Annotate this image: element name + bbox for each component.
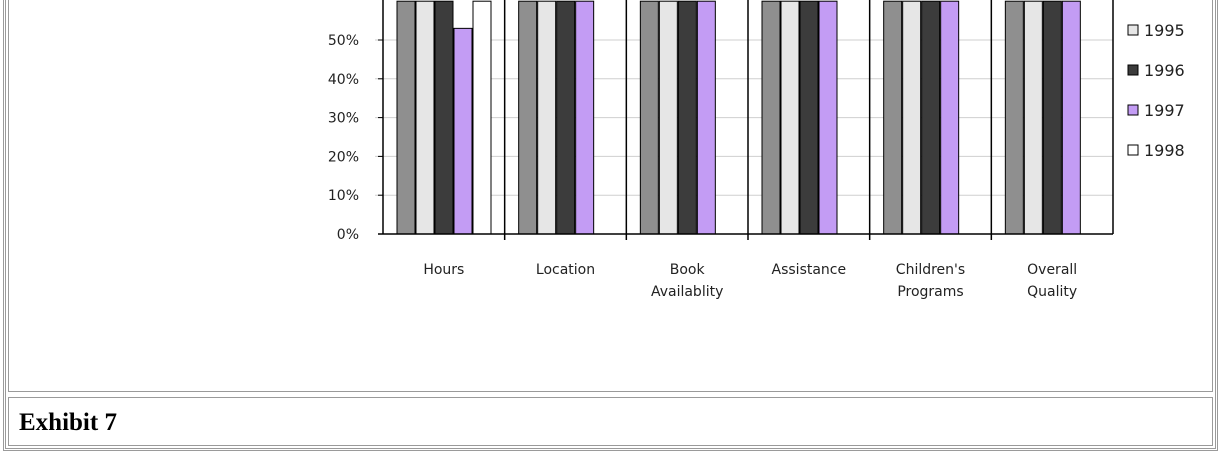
category-label: Programs (897, 284, 963, 300)
bar (434, 0, 454, 235)
y-tick-label: 20% (328, 149, 359, 165)
legend-swatch (1127, 24, 1139, 36)
bar (472, 0, 492, 235)
y-tick-label: 50% (328, 33, 359, 49)
bar (940, 0, 960, 235)
bar (696, 0, 716, 235)
legend-label: 1998 (1144, 141, 1185, 160)
category-label: Hours (423, 262, 464, 278)
legend-swatch (1127, 104, 1139, 116)
legend-label: 1996 (1144, 61, 1185, 80)
y-tick-label: 30% (328, 111, 359, 127)
category-label: Assistance (772, 262, 847, 278)
legend-label: 1995 (1144, 21, 1185, 40)
bar (415, 0, 435, 235)
legend-label: 1997 (1144, 101, 1185, 120)
bar (556, 0, 576, 235)
bar (799, 0, 819, 235)
bar (518, 0, 538, 235)
chart-cell: 0% 10% 20% 30% 40% 50% Hours Location Book Availa… (8, 0, 1213, 392)
bar (658, 0, 678, 235)
y-tick-label: 10% (328, 188, 359, 204)
y-tick-label: 40% (328, 72, 359, 88)
bar (883, 0, 903, 235)
legend-swatch (1127, 64, 1139, 76)
bar (1061, 0, 1081, 235)
exhibit-caption: Exhibit 7 (19, 409, 117, 436)
bar (902, 0, 922, 235)
category-label: Availablity (651, 284, 723, 300)
bar (780, 0, 800, 235)
bar (1042, 0, 1062, 235)
bar (761, 0, 781, 235)
category-label: Location (536, 262, 595, 278)
bar (396, 0, 416, 235)
y-tick-label: 0% (337, 227, 359, 243)
bar (1004, 0, 1024, 235)
bar (639, 0, 659, 235)
category-label: Book (670, 262, 706, 278)
page-frame (3, 0, 1218, 451)
bar (818, 0, 838, 235)
category-label: Overall (1027, 262, 1077, 278)
caption-cell: Exhibit 7 (8, 397, 1213, 446)
bar-chart: 0% 10% 20% 30% 40% 50% Hours Location Book Availa… (328, 0, 1185, 300)
bar (575, 0, 595, 235)
bar (453, 27, 473, 235)
category-label: Quality (1027, 284, 1077, 300)
bar (1023, 0, 1043, 235)
category-label: Children's (896, 262, 965, 278)
bar (921, 0, 941, 235)
bar (537, 0, 557, 235)
legend-swatch (1127, 144, 1139, 156)
bar (677, 0, 697, 235)
